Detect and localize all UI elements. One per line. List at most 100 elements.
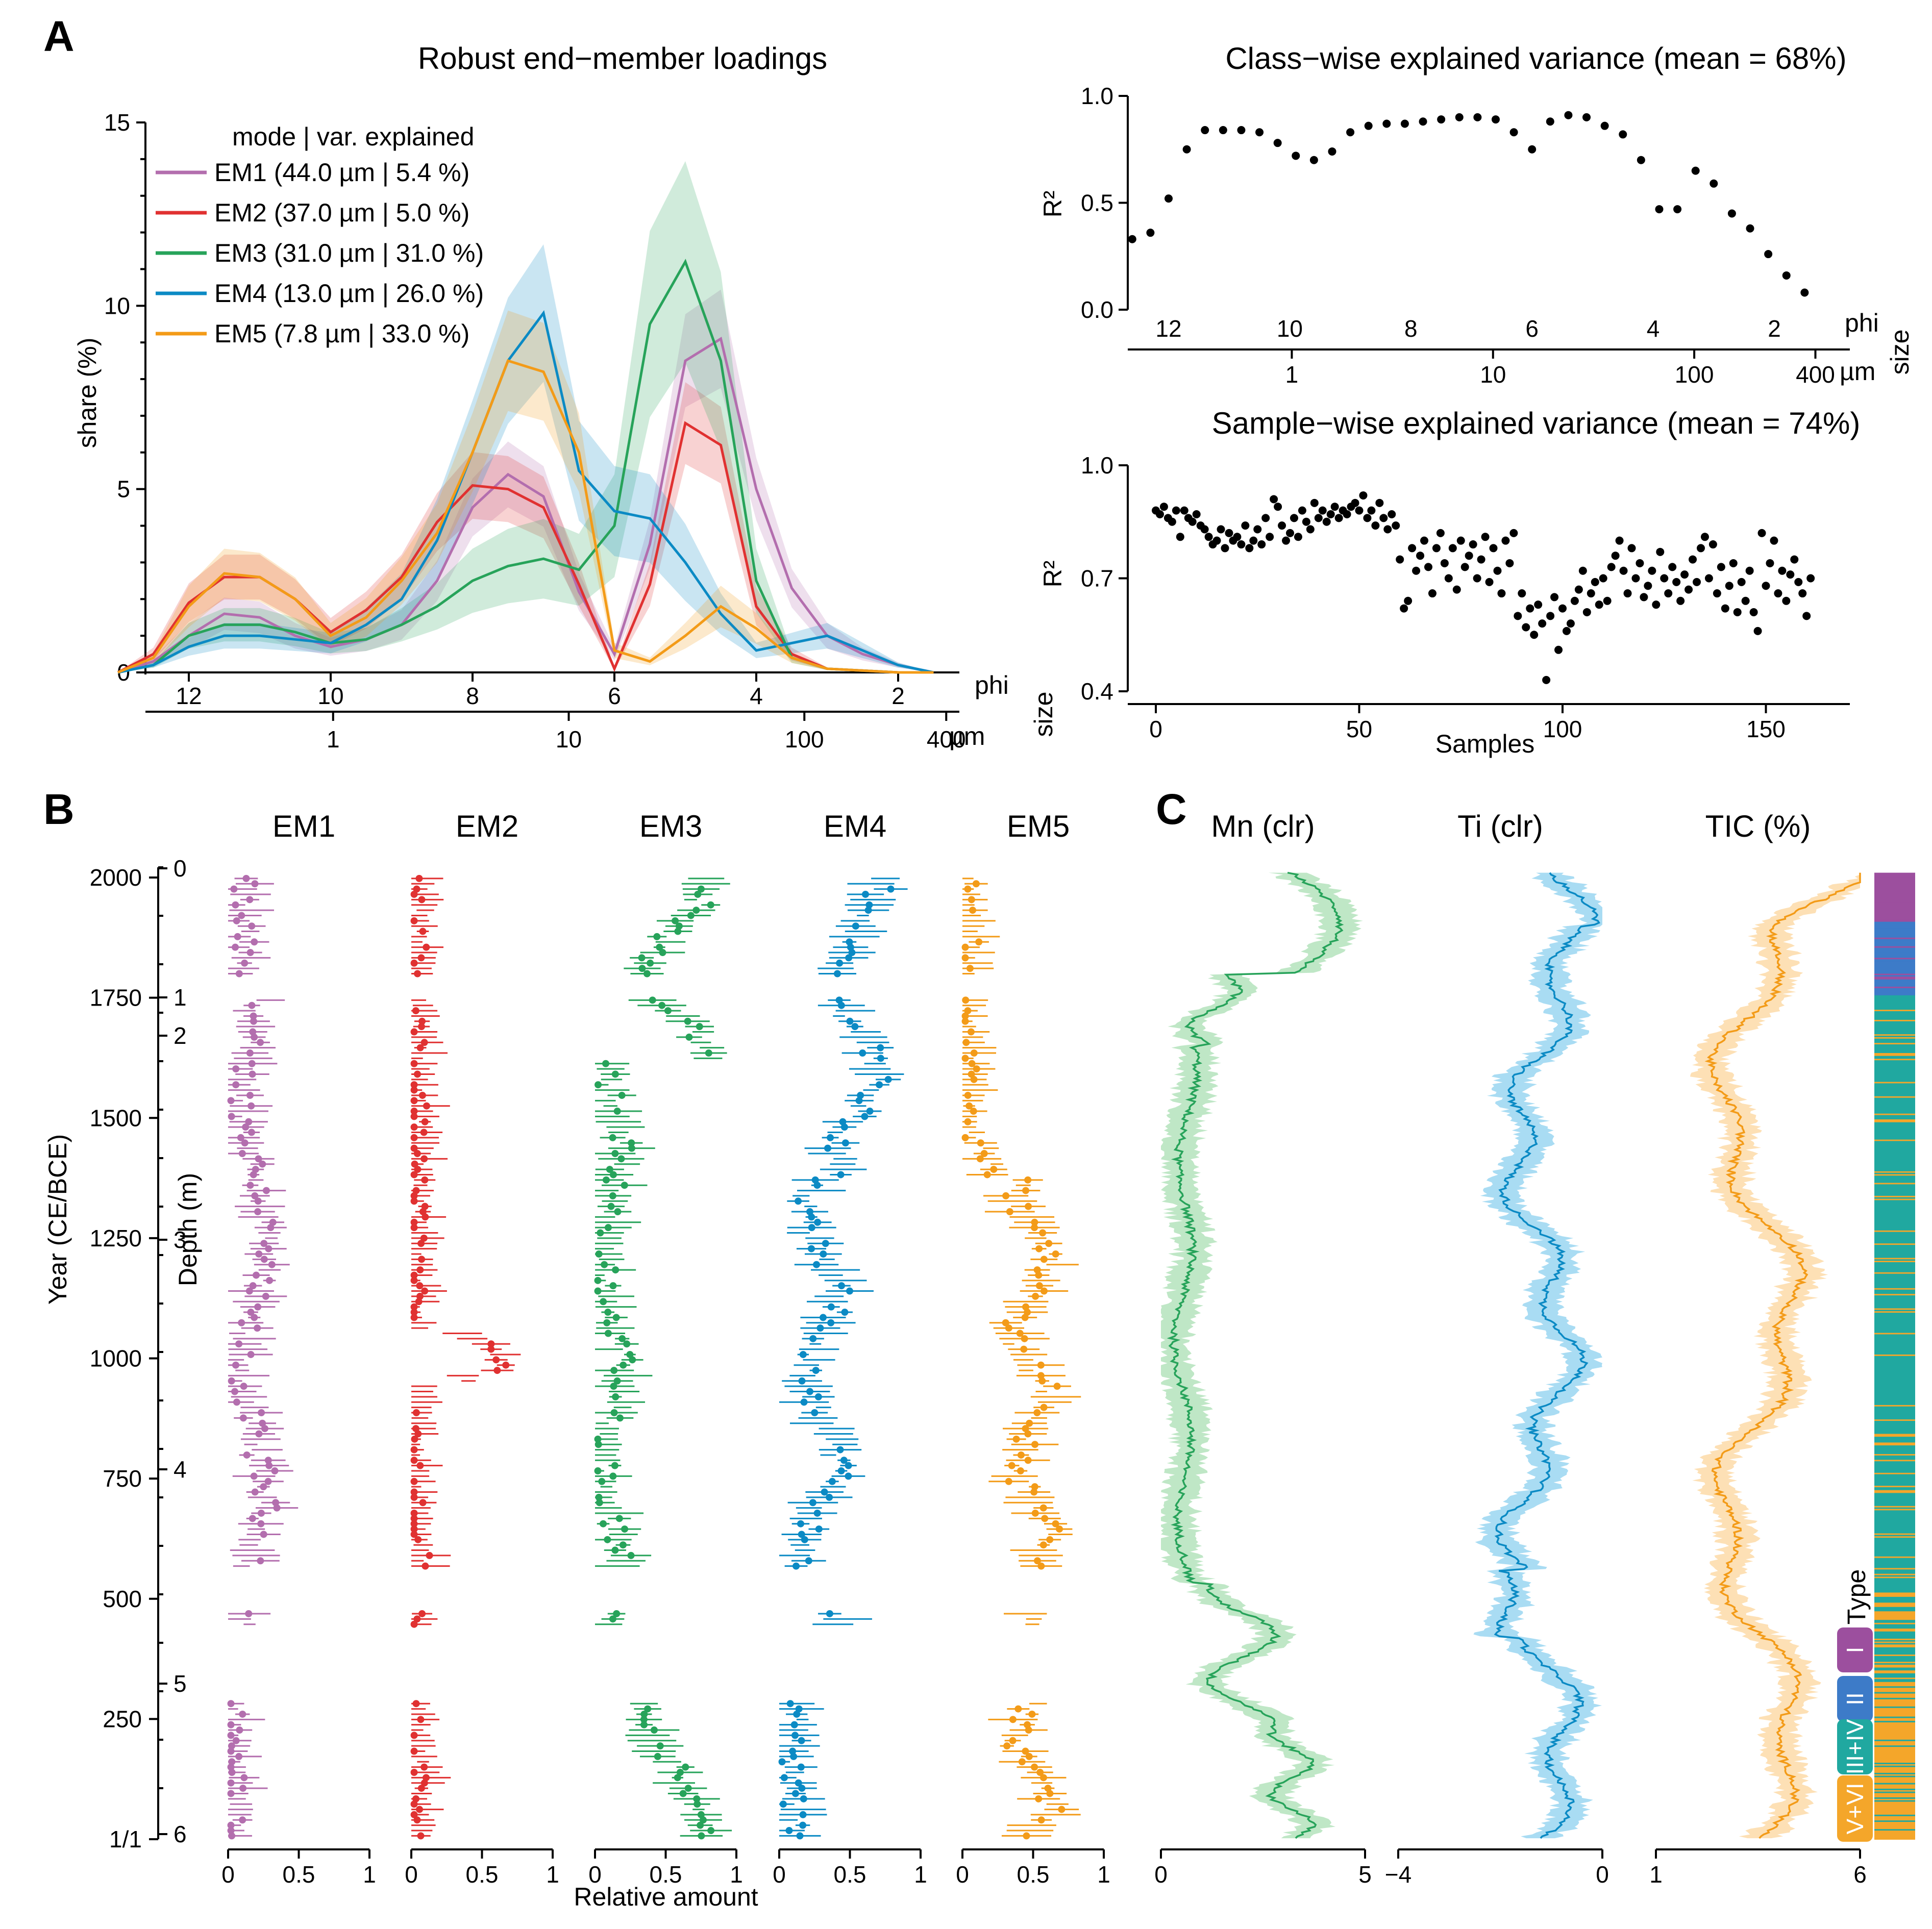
samplewise-point [1412, 566, 1421, 575]
type-strip [1874, 1514, 1915, 1517]
em-point [609, 1192, 616, 1199]
samplewise-point [1729, 559, 1738, 567]
type-strip [1874, 1824, 1915, 1827]
type-strip [1874, 881, 1915, 884]
type-strip [1874, 1425, 1915, 1427]
em-point [420, 1763, 428, 1771]
samplewise-point [1595, 600, 1603, 609]
type-strip [1874, 884, 1915, 886]
type-strip [1874, 909, 1915, 911]
type-strip [1874, 1299, 1915, 1302]
type-strip [1874, 1226, 1915, 1229]
type-strip [1874, 1457, 1915, 1459]
em-point [262, 1187, 270, 1194]
type-strip [1874, 1498, 1915, 1501]
samplewise-point [1574, 585, 1583, 594]
loadings-phi-tick-label: 8 [466, 683, 479, 709]
type-strip [1874, 1718, 1915, 1720]
em-point [416, 1282, 424, 1290]
em-point [421, 1176, 429, 1184]
type-strip [1874, 1608, 1915, 1611]
samplewise-point [1306, 525, 1315, 534]
samplewise-point [1685, 585, 1693, 594]
classwise-point [1128, 235, 1136, 243]
em-point [410, 1218, 418, 1226]
type-strip [1874, 1712, 1915, 1714]
type-strip [1874, 1416, 1915, 1419]
geochem-line [1704, 872, 1861, 1839]
em-point [808, 1213, 815, 1221]
type-strip [1874, 975, 1915, 978]
type-strip [1874, 1697, 1915, 1700]
type-strip [1874, 903, 1915, 905]
em-point [415, 874, 423, 882]
type-strip [1874, 1120, 1915, 1123]
classwise-point [1255, 128, 1264, 137]
em-point [861, 1113, 869, 1120]
type-strip [1874, 1399, 1915, 1401]
em-point [807, 1245, 815, 1252]
type-strip [1874, 1051, 1915, 1054]
em-point [249, 1282, 257, 1290]
em-point [1023, 1832, 1030, 1840]
samplewise-point [1753, 627, 1762, 635]
em-point [492, 1356, 500, 1364]
type-strip [1874, 1523, 1915, 1525]
type-strip [1874, 1477, 1915, 1480]
type-strip [1874, 1703, 1915, 1706]
samplewise-chart: Sample−wise explained variance (mean = 7… [1038, 406, 1860, 758]
samplewise-x-tick-label: 50 [1346, 716, 1372, 742]
em-point [855, 1097, 863, 1105]
samplewise-point [1664, 589, 1673, 598]
type-strip [1874, 1025, 1915, 1028]
em-point [798, 1737, 805, 1744]
type-strip [1874, 937, 1915, 940]
type-strip [1874, 1287, 1915, 1289]
type-strip [1874, 929, 1915, 931]
em-point [422, 1562, 429, 1570]
samplewise-point [1554, 645, 1563, 654]
em-point [797, 1763, 805, 1771]
type-strip [1874, 1129, 1915, 1132]
em-point [798, 1785, 806, 1792]
depth-tick-label: 2 [174, 1022, 187, 1049]
type-strip [1874, 1602, 1915, 1605]
type-strip [1874, 1631, 1915, 1634]
samplewise-point [1290, 514, 1298, 522]
type-strip [1874, 1318, 1915, 1321]
type-strip [1874, 1521, 1915, 1524]
type-strip [1874, 1279, 1915, 1282]
em-point [806, 1388, 813, 1395]
em-point [968, 1070, 975, 1078]
samplewise-point [1766, 559, 1774, 567]
type-strip [1874, 1047, 1915, 1049]
type-strip [1874, 1018, 1915, 1020]
type-strip [1874, 1135, 1915, 1137]
type-strip [1874, 1494, 1915, 1497]
samplewise-point [1371, 521, 1380, 530]
classwise-point [1528, 145, 1537, 154]
type-strip [1874, 1562, 1915, 1564]
samplewise-point [1278, 521, 1286, 530]
type-strip [1874, 1659, 1915, 1661]
type-strip [1874, 1539, 1915, 1541]
type-strip [1874, 1693, 1915, 1696]
classwise-point [1364, 121, 1373, 130]
type-strip [1874, 1831, 1915, 1833]
type-strip [1874, 1148, 1915, 1150]
type-strip [1874, 1198, 1915, 1201]
loadings-chart: Robust end−member loadings share (%) 051… [73, 41, 1058, 753]
type-strip [1874, 1568, 1915, 1570]
samplewise-point [1424, 563, 1432, 571]
type-strip [1874, 1357, 1915, 1360]
em-point [864, 907, 872, 914]
em-point [990, 1166, 998, 1173]
type-strip [1874, 1230, 1915, 1233]
em-point [239, 1816, 246, 1824]
em-point [410, 1197, 418, 1205]
type-strip [1874, 976, 1915, 979]
em-point [1035, 1795, 1043, 1802]
type-strip [1874, 1660, 1915, 1663]
samplewise-point [1241, 521, 1250, 530]
type-strip [1874, 1061, 1915, 1064]
